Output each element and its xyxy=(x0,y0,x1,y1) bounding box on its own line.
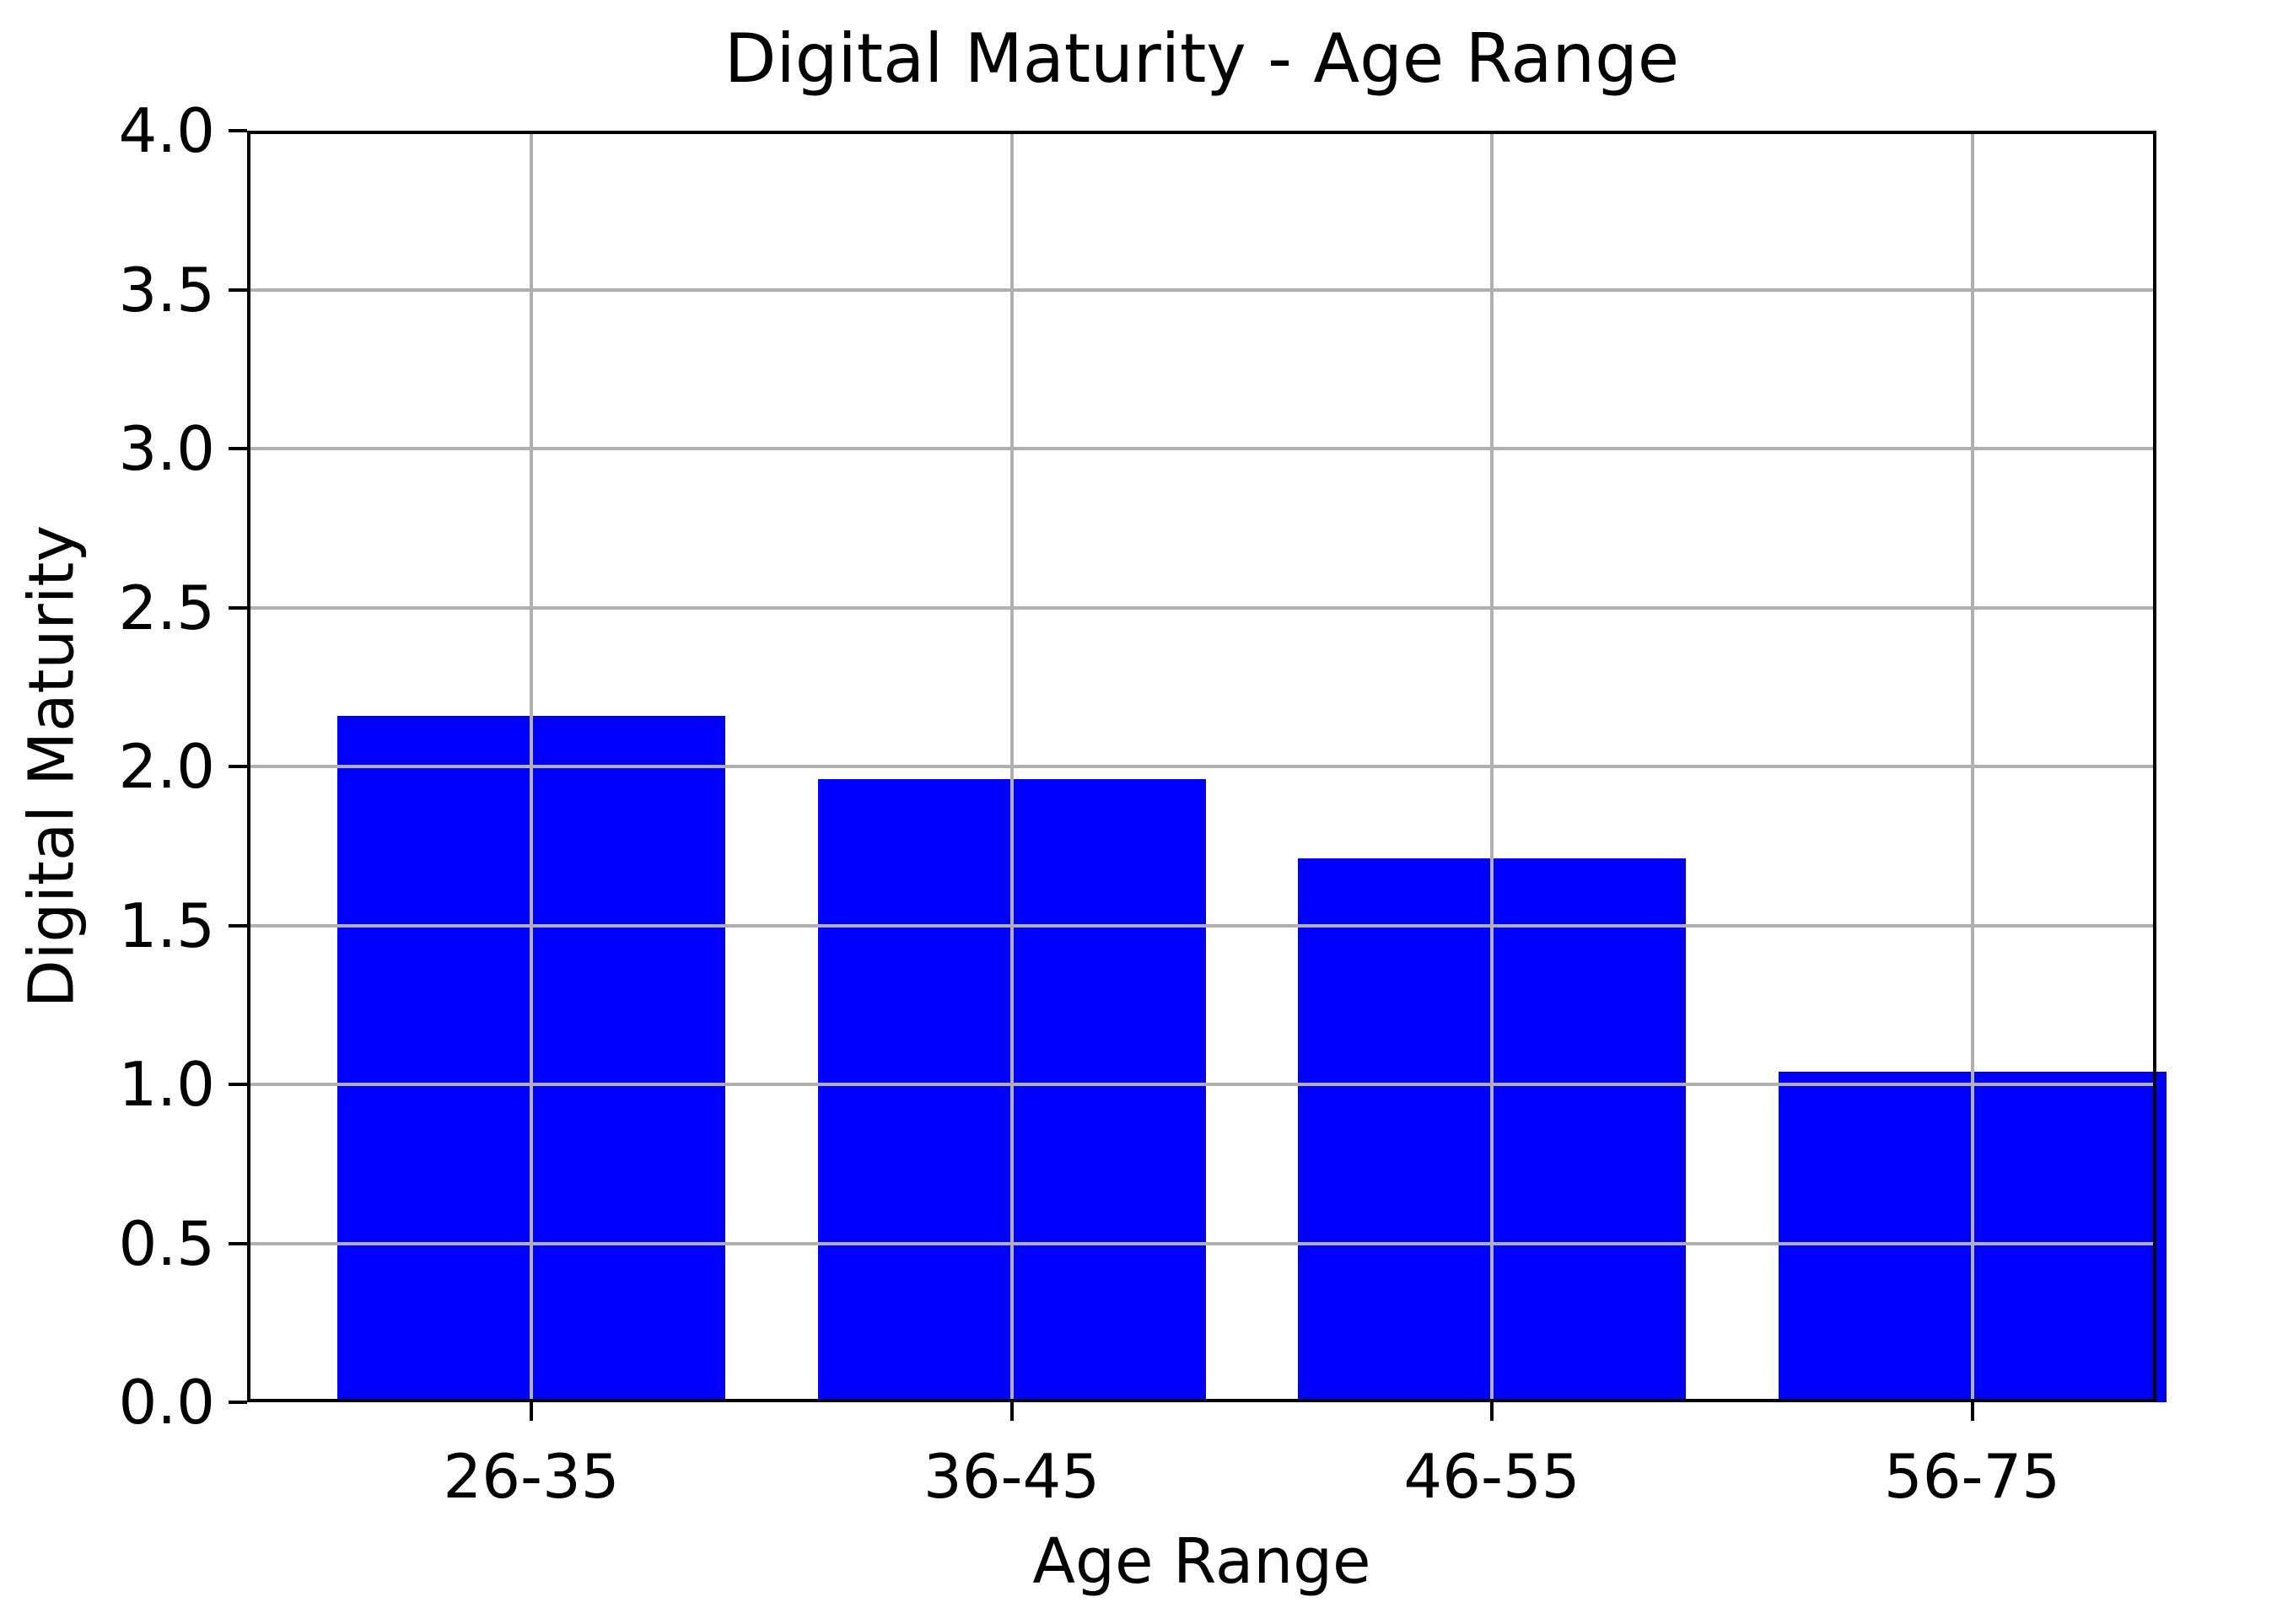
y-tick-mark xyxy=(229,288,247,292)
bottom-spine xyxy=(247,1399,2156,1402)
y-tick-label: 1.0 xyxy=(118,1049,215,1120)
x-tick-label-46-55: 46-55 xyxy=(1403,1441,1580,1512)
h-gridline-0.5 xyxy=(247,1241,2156,1245)
x-tick-mark xyxy=(530,1402,533,1421)
h-gridline-1.5 xyxy=(247,923,2156,928)
h-gridline-3.5 xyxy=(247,288,2156,292)
left-spine xyxy=(247,131,250,1402)
v-gridline-46-55 xyxy=(1490,131,1494,1402)
x-tick-mark xyxy=(1009,1402,1014,1421)
y-tick-label: 0.0 xyxy=(118,1367,215,1438)
y-tick-mark xyxy=(229,1083,247,1086)
right-spine xyxy=(2153,131,2156,1402)
v-gridline-56-75 xyxy=(1970,131,1974,1402)
h-gridline-3.0 xyxy=(247,447,2156,450)
x-tick-label-36-45: 36-45 xyxy=(923,1441,1101,1512)
y-tick-label: 1.5 xyxy=(118,890,215,961)
top-spine xyxy=(247,131,2156,134)
y-tick-mark xyxy=(229,1401,247,1404)
y-tick-mark xyxy=(229,923,247,928)
y-tick-label: 3.5 xyxy=(118,254,215,325)
y-tick-label: 2.0 xyxy=(118,731,215,802)
x-tick-label-56-75: 56-75 xyxy=(1883,1441,2061,1512)
v-gridline-36-45 xyxy=(1009,131,1014,1402)
v-gridline-26-35 xyxy=(530,131,533,1402)
y-tick-mark xyxy=(229,447,247,450)
chart-title: Digital Maturity - Age Range xyxy=(724,19,1680,98)
h-gridline-1.0 xyxy=(247,1083,2156,1086)
y-tick-label: 4.0 xyxy=(118,95,215,166)
y-tick-label: 3.0 xyxy=(118,413,215,484)
plot-area xyxy=(247,131,2167,1402)
y-tick-mark xyxy=(229,765,247,768)
x-tick-label-26-35: 26-35 xyxy=(443,1441,620,1512)
x-tick-mark xyxy=(1970,1402,1974,1421)
y-tick-label: 0.5 xyxy=(118,1207,215,1279)
h-gridline-2.5 xyxy=(247,605,2156,610)
y-tick-mark xyxy=(229,129,247,132)
y-tick-label: 2.5 xyxy=(118,572,215,643)
x-tick-mark xyxy=(1490,1402,1494,1421)
y-tick-mark xyxy=(229,1241,247,1245)
y-tick-mark xyxy=(229,605,247,610)
x-axis-label: Age Range xyxy=(1032,1525,1371,1598)
h-gridline-2.0 xyxy=(247,765,2156,768)
